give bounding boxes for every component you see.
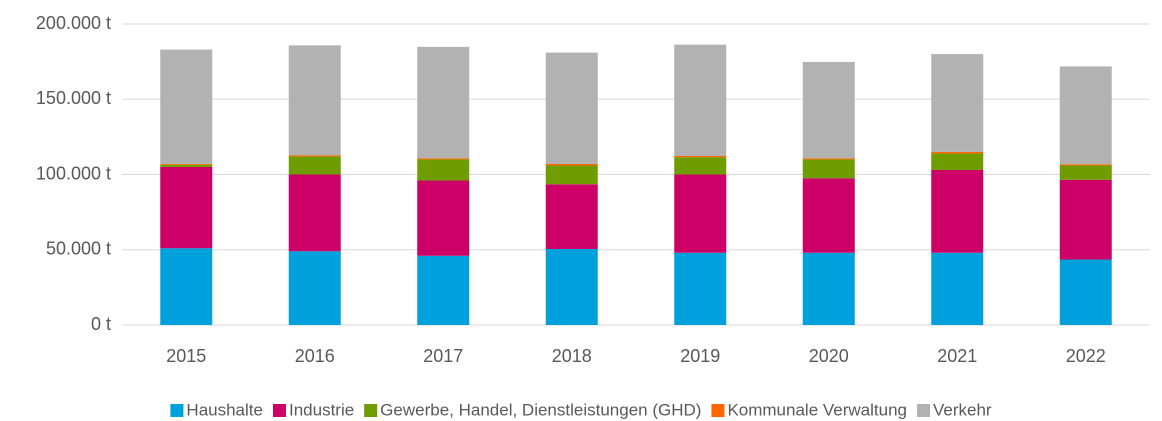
bar-segment [417, 159, 470, 181]
bar-segment [288, 155, 341, 157]
x-tick-label: 2016 [295, 346, 335, 366]
bar-segment [545, 184, 598, 249]
bar-segment [1059, 66, 1112, 165]
bar-segment [674, 174, 727, 253]
bar-segment [931, 252, 984, 325]
bar-segment [160, 163, 213, 165]
legend-label: Verkehr [933, 400, 992, 419]
bar-segment [417, 46, 470, 159]
bar-segment [288, 251, 341, 325]
legend-swatch [711, 404, 725, 417]
bar-segment [160, 49, 213, 164]
bar-segment [802, 252, 855, 325]
x-tick-label: 2017 [423, 346, 463, 366]
legend-swatch [272, 404, 286, 417]
bar-segment [931, 153, 984, 170]
bar-segment [288, 174, 341, 252]
bar-segment [802, 158, 855, 160]
bar-segment [417, 255, 470, 325]
legend-swatch [916, 404, 930, 417]
bar-segment [802, 178, 855, 253]
bar-segment [802, 159, 855, 179]
bar-segment [545, 52, 598, 164]
legend-swatch [170, 404, 184, 417]
bar-segment [545, 165, 598, 185]
bar-segment [417, 180, 470, 256]
bar-segment [288, 45, 341, 156]
bar-segment [674, 157, 727, 175]
x-tick-label: 2020 [809, 346, 849, 366]
x-tick-label: 2018 [552, 346, 592, 366]
legend-label: Kommunale Verwaltung [727, 400, 907, 419]
bar-segment [674, 155, 727, 158]
bar-segment [1059, 164, 1112, 166]
bar-segment [931, 151, 984, 154]
bar-segment [931, 169, 984, 253]
bar-segment [802, 61, 855, 159]
x-tick-label: 2021 [937, 346, 977, 366]
bar-segment [417, 158, 470, 160]
bar-segment [160, 164, 213, 167]
bar-segment [160, 166, 213, 249]
legend-swatch [364, 404, 378, 417]
bar-segment [674, 252, 727, 325]
y-tick-label: 50.000 t [46, 239, 111, 259]
legend-label: Gewerbe, Handel, Dienstleistungen (GHD) [380, 400, 701, 419]
bar-segment [160, 248, 213, 325]
legend: Haushalte Industrie Gewerbe, Handel, Diens… [170, 400, 992, 419]
y-tick-label: 100.000 t [36, 163, 111, 183]
x-tick-label: 2015 [166, 346, 206, 366]
y-tick-label: 150.000 t [36, 88, 111, 108]
bar-segment [545, 248, 598, 325]
x-tick-label: 2019 [680, 346, 720, 366]
bar-segment [1059, 165, 1112, 180]
x-tick-label: 2022 [1066, 346, 1106, 366]
y-tick-label: 200.000 t [36, 13, 111, 33]
bar-segment [674, 44, 727, 156]
legend-label: Industrie [289, 400, 354, 419]
y-tick-label: 0 t [91, 314, 111, 334]
bar-segment [1059, 179, 1112, 260]
bar-segment [931, 54, 984, 152]
bar-segment [545, 163, 598, 166]
legend-label: Haushalte [186, 400, 263, 419]
bar-segment [288, 156, 341, 175]
bar-segment [1059, 259, 1112, 325]
